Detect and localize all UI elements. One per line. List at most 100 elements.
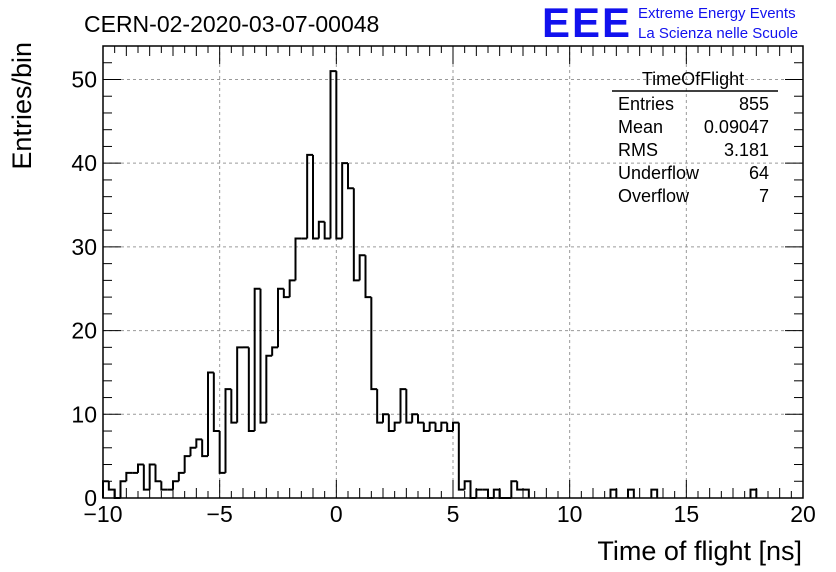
logo-tagline-line2: La Scienza nelle Scuole — [638, 25, 799, 42]
x-tick-label: −5 — [207, 501, 233, 527]
y-axis-label: Entries/bin — [7, 42, 37, 170]
histogram-bin — [749, 488, 758, 498]
histogram-bin — [352, 188, 360, 282]
logo-tagline-line1: Extreme Energy Events — [638, 5, 796, 22]
stats-value: 3.181 — [724, 140, 769, 160]
stats-label: Overflow — [618, 186, 690, 206]
histogram-bin — [230, 389, 238, 424]
histogram-bin — [440, 421, 448, 432]
histogram-bin — [609, 488, 618, 498]
histogram-bin — [288, 279, 296, 298]
histogram-bin — [364, 255, 372, 299]
x-tick-label: 5 — [447, 501, 460, 527]
histogram-bin — [382, 413, 389, 423]
histogram-bin — [125, 471, 133, 482]
histogram-bin — [516, 481, 523, 491]
y-tick-label: 40 — [71, 150, 97, 176]
stats-label: RMS — [618, 140, 658, 160]
histogram-bin — [160, 481, 168, 491]
run-title: CERN-02-2020-03-07-00048 — [84, 11, 380, 37]
histogram-bin — [312, 154, 319, 240]
histogram-bin — [224, 388, 232, 473]
histogram-bin — [650, 488, 659, 498]
histogram-bin — [446, 422, 453, 433]
histogram-bin — [411, 413, 418, 423]
histogram-bin — [137, 463, 144, 473]
logo-tagline: Extreme Energy Events La Scienza nelle S… — [638, 4, 798, 44]
histogram-bin — [212, 372, 220, 433]
histogram-bin — [154, 464, 162, 483]
histogram-bin — [306, 153, 313, 239]
histogram-bin — [247, 347, 255, 433]
histogram-bin — [376, 389, 383, 424]
x-tick-label: −10 — [83, 501, 122, 527]
histogram-bin — [370, 297, 378, 391]
histogram-bin — [405, 389, 413, 424]
histogram-bin — [341, 162, 348, 239]
y-tick-label: 50 — [71, 66, 97, 92]
eee-logo: EEE — [542, 0, 633, 46]
axis-tick-labels: −10 −5 0 5 10 15 20 0 10 20 30 40 50 — [71, 66, 815, 527]
histogram-bin — [347, 163, 354, 190]
stats-value: 855 — [739, 94, 769, 114]
stats-value: 0.09047 — [704, 117, 769, 137]
histogram-bin — [271, 346, 278, 356]
histogram-bin — [452, 421, 459, 432]
histogram-bin — [329, 70, 337, 239]
histogram-bin — [294, 237, 302, 281]
histogram-bin — [317, 220, 325, 239]
histogram-bin — [119, 480, 127, 498]
histogram-bin — [236, 346, 243, 423]
histogram-bin — [277, 287, 284, 348]
histogram-bin — [399, 388, 407, 423]
histogram-bin — [195, 438, 203, 448]
histogram-bin — [417, 414, 424, 424]
histogram-series — [102, 70, 758, 499]
y-tick-label: 30 — [71, 234, 97, 260]
y-tick-label: 20 — [71, 318, 97, 344]
histogram-bin — [282, 288, 290, 299]
grid-lines — [103, 46, 803, 498]
histogram-bin — [434, 422, 442, 433]
histogram-bin — [142, 464, 150, 491]
stats-label: Mean — [618, 117, 663, 137]
histogram-bin — [201, 439, 208, 458]
histogram-bin — [428, 421, 436, 432]
histogram-bin — [265, 354, 273, 423]
histogram-bin — [475, 488, 483, 498]
stats-label: Underflow — [618, 163, 700, 183]
histogram-bin — [358, 254, 366, 281]
histogram-bin — [335, 71, 343, 240]
histogram-bin — [457, 422, 465, 491]
histogram-bin — [177, 471, 185, 482]
histogram-bin — [523, 488, 530, 498]
axis-ticks — [102, 45, 804, 499]
stats-value: 7 — [759, 186, 769, 206]
histogram-bin — [422, 422, 430, 433]
stats-label: Entries — [618, 94, 674, 114]
histogram-bin — [189, 446, 197, 457]
stats-value: 64 — [749, 163, 769, 183]
x-tick-label: 10 — [557, 501, 583, 527]
x-axis-label: Time of flight [ns] — [597, 536, 802, 566]
histogram-bin — [218, 431, 226, 474]
histogram-bin — [207, 371, 214, 457]
histogram-bin — [498, 489, 506, 499]
histogram-bin — [148, 463, 156, 490]
x-tick-label: 0 — [330, 501, 343, 527]
histogram-bin — [172, 480, 179, 490]
histogram-bin — [259, 288, 267, 424]
histogram-bin — [253, 287, 261, 432]
histogram-bin — [323, 221, 331, 240]
histogram-bin — [387, 414, 395, 433]
histogram-bin — [393, 421, 401, 432]
y-tick-label: 10 — [71, 401, 97, 427]
histogram-bin — [183, 455, 191, 473]
histogram-bin — [627, 488, 635, 498]
stats-box: TimeOfFlight Entries 855 Mean 0.09047 RMS 3.1… — [612, 69, 778, 206]
stats-title: TimeOfFlight — [642, 69, 744, 89]
x-tick-label: 15 — [674, 501, 700, 527]
y-tick-label: 0 — [84, 485, 97, 511]
stats-rows: Entries 855 Mean 0.09047 RMS 3.181 Underflow 64… — [618, 94, 769, 206]
